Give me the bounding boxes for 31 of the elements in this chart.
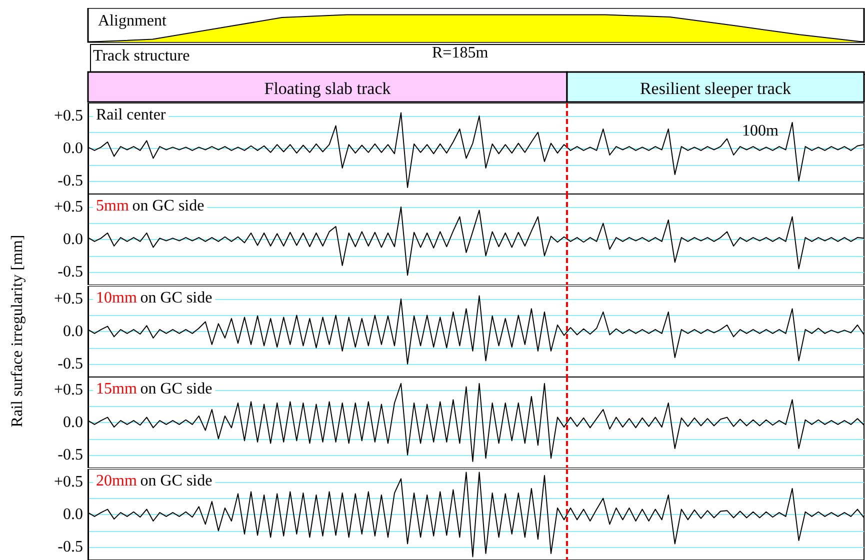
annotation: Alignment	[98, 12, 167, 30]
y-tick-label: +0.5	[54, 108, 83, 124]
y-tick-label: 0.0	[63, 322, 83, 340]
chart-title: 5mm	[96, 198, 130, 215]
y-axis-title: Rail surface irregularity [mm]	[9, 235, 27, 428]
y-tick-label: +0.5	[54, 290, 83, 308]
y-tick-label: -0.5	[58, 446, 83, 464]
y-tick-label: +0.5	[54, 473, 83, 490]
chart-subtitle: Rail center	[96, 106, 166, 124]
text: Track structure	[93, 48, 190, 64]
y-tick-label: 0.0	[63, 414, 83, 432]
text: Floating slab track	[264, 79, 392, 98]
y-tick-label: 0.0	[63, 231, 83, 248]
y-tick-label: 0.0	[63, 506, 83, 523]
annotation: 100m	[742, 122, 779, 140]
y-tick-label: -0.5	[58, 355, 83, 372]
chart-title: 20mm	[96, 472, 138, 490]
chart-subtitle: on GC side	[132, 198, 204, 215]
text: R=185m	[432, 44, 489, 62]
y-tick-label: 0.0	[63, 140, 83, 157]
chart-subtitle: on GC side	[140, 289, 212, 306]
y-tick-label: -0.5	[58, 172, 83, 190]
text: Resilient sleeper track	[640, 79, 792, 98]
y-tick-label: +0.5	[54, 198, 83, 216]
chart-subtitle: on GC side	[140, 472, 212, 490]
y-tick-label: +0.5	[54, 382, 83, 399]
y-tick-label: -0.5	[58, 264, 83, 281]
chart-subtitle: on GC side	[140, 380, 212, 398]
y-tick-label: -0.5	[58, 538, 83, 556]
chart-title: 10mm	[96, 289, 138, 306]
chart-title: 15mm	[96, 380, 138, 398]
